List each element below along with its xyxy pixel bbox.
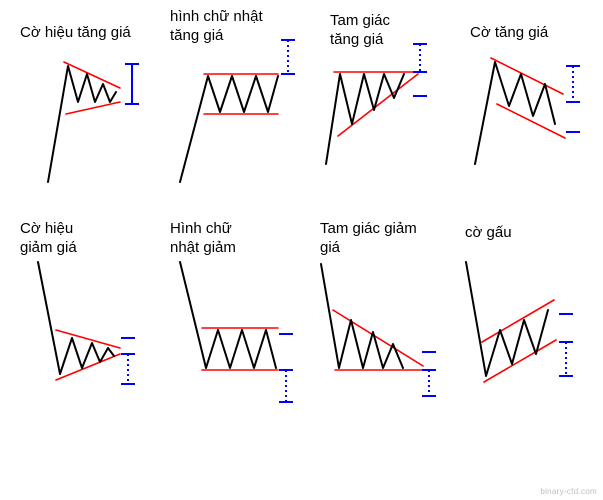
bear-pennant-label: Cờ hiệu giảm giá: [20, 220, 77, 258]
bull-pennant-label: Cờ hiệu tăng giá: [20, 24, 131, 43]
asc-triangle-chart: [310, 44, 450, 184]
bear-pennant-chart: [20, 258, 150, 398]
watermark: binary-cfd.com: [540, 487, 597, 496]
desc-triangle-label: Tam giác giảm giá: [320, 220, 417, 258]
bull-pennant-chart: [20, 44, 150, 184]
bull-flag-chart: [455, 44, 595, 184]
bull-rectangle-chart: [160, 44, 300, 184]
bear-rectangle-label: Hình chữ nhật giảm: [170, 220, 236, 258]
diagram-canvas: Cờ hiệu tăng giá hình chữ nhật tăng giá Ta…: [0, 0, 603, 500]
bull-rectangle-label: hình chữ nhật tăng giá: [170, 8, 263, 46]
bear-rectangle-chart: [160, 258, 300, 398]
desc-triangle-chart: [305, 258, 450, 398]
bear-flag-label: cờ gấu: [465, 224, 512, 243]
bull-flag-label: Cờ tăng giá: [470, 24, 548, 43]
bear-flag-chart: [450, 258, 595, 398]
